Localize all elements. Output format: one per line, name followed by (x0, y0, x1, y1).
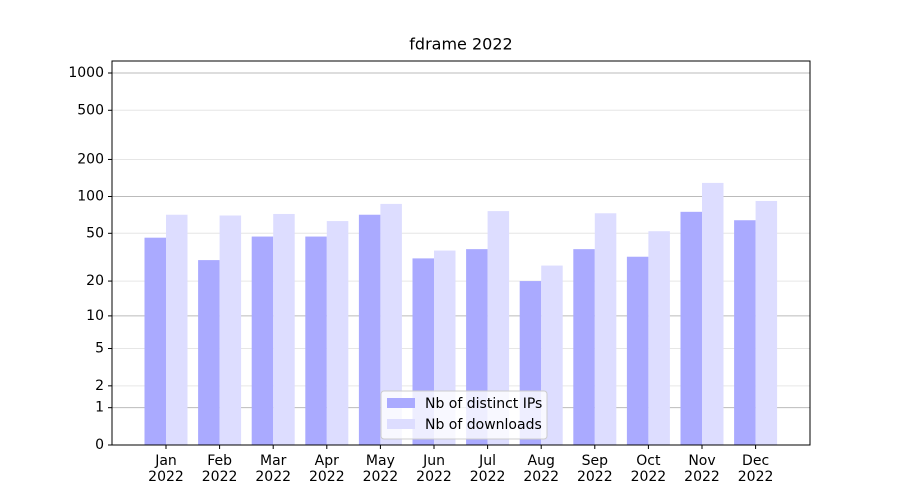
x-tick-label: May 2022 (363, 453, 399, 485)
bar (166, 214, 188, 445)
y-tick-label: 500 (77, 102, 104, 118)
bar (487, 211, 510, 445)
y-tick-label: 5 (95, 341, 104, 357)
bar (594, 213, 617, 445)
x-tick-label: Jul 2022 (470, 453, 506, 485)
bar (702, 182, 724, 445)
y-tick-label: 1000 (68, 65, 104, 81)
y-tick-label: 20 (86, 273, 104, 289)
x-tick-label: Apr 2022 (309, 453, 345, 485)
legend-label: Nb of downloads (425, 417, 542, 433)
y-tick-label: 100 (77, 189, 104, 205)
bar (219, 215, 242, 445)
bar (144, 237, 166, 445)
bar (305, 236, 327, 445)
y-tick-label: 50 (86, 225, 104, 241)
x-tick-label: Jun 2022 (416, 453, 452, 485)
x-tick-label: Jan 2022 (148, 453, 184, 485)
bar (326, 221, 349, 445)
legend-swatch (387, 419, 415, 429)
y-tick-label: 200 (77, 151, 104, 167)
bar (734, 220, 756, 445)
x-tick-label: Feb 2022 (202, 453, 238, 485)
x-tick-label: Sep 2022 (577, 453, 613, 485)
bar (648, 231, 670, 445)
bar (251, 236, 274, 445)
plot-frame (111, 60, 811, 446)
chart-title: fdrame 2022 (409, 35, 512, 54)
legend-box (380, 390, 548, 440)
legend-label: Nb of distinct IPs (425, 396, 542, 412)
bar (358, 214, 381, 445)
y-tick-label: 1 (95, 400, 104, 416)
bar (626, 256, 649, 445)
bar (680, 211, 702, 445)
legend-swatch (387, 398, 415, 408)
bar (573, 249, 595, 445)
bar (755, 200, 778, 445)
x-tick-label: Aug 2022 (523, 453, 559, 485)
bar (380, 203, 402, 445)
bar (273, 213, 295, 445)
x-tick-label: Mar 2022 (255, 453, 291, 485)
x-tick-label: Nov 2022 (684, 453, 720, 485)
y-tick-label: 0 (95, 437, 104, 453)
bar (198, 260, 220, 445)
y-tick-label: 2 (95, 378, 104, 394)
y-tick-label: 10 (86, 308, 104, 324)
x-tick-label: Dec 2022 (738, 453, 774, 485)
x-tick-label: Oct 2022 (631, 453, 667, 485)
